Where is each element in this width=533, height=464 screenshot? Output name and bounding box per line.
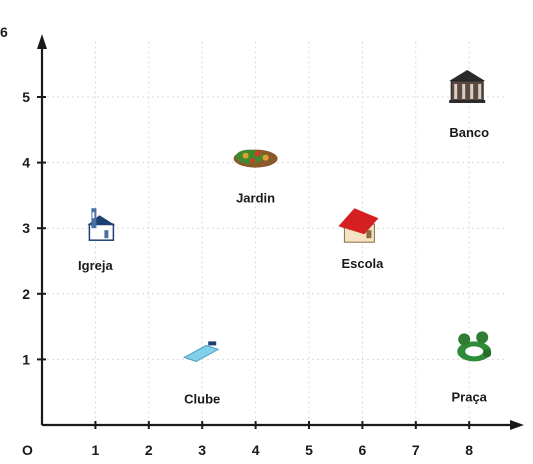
x-tick-label: 6 — [359, 442, 367, 458]
data-point-escola: Escola — [338, 208, 384, 271]
point-label: Praça — [451, 389, 487, 404]
church-icon — [87, 208, 116, 241]
x-tick-label: 5 — [305, 442, 313, 458]
x-axis-arrow-icon — [510, 420, 524, 430]
origin-label: O — [22, 442, 33, 458]
y-tick-label: 5 — [22, 89, 30, 105]
x-tick-label: 8 — [465, 442, 473, 458]
pool-icon — [182, 341, 220, 362]
y-tick-label: 3 — [22, 220, 30, 236]
data-point-clube: Clube — [182, 341, 220, 406]
point-label: Jardin — [236, 191, 275, 206]
garden-icon — [233, 149, 278, 168]
x-tick-label: 7 — [412, 442, 420, 458]
school-icon — [338, 208, 379, 243]
bank-icon — [449, 70, 486, 103]
point-label: Clube — [184, 391, 220, 406]
x-tick-label: 4 — [252, 442, 260, 458]
data-point-jardin: Jardin — [233, 149, 278, 206]
y-tick-label-top: 6 — [0, 24, 8, 40]
x-tick-label: 3 — [198, 442, 206, 458]
x-tick-label: 2 — [145, 442, 153, 458]
y-axis-arrow-icon — [37, 34, 47, 49]
point-label: Escola — [341, 256, 384, 271]
point-label: Igreja — [78, 258, 113, 273]
y-tick-label: 1 — [22, 351, 30, 367]
y-tick-label: 2 — [22, 286, 30, 302]
point-label: Banco — [449, 125, 489, 140]
y-tick-label: 4 — [22, 155, 30, 171]
data-point-igreja: Igreja — [78, 208, 116, 273]
data-point-praça: Praça — [451, 331, 492, 404]
data-point-banco: Banco — [449, 70, 489, 140]
plaza-icon — [457, 331, 492, 362]
x-tick-label: 1 — [92, 442, 100, 458]
